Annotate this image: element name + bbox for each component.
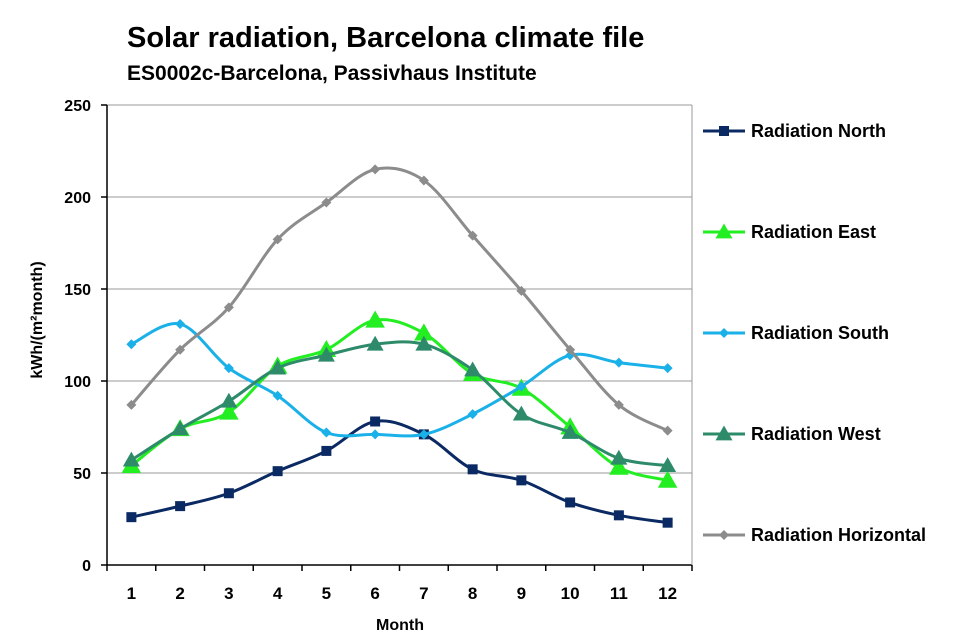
legend-label-radiation-east: Radiation East (751, 222, 876, 242)
chart-subtitle: ES0002c-Barcelona, Passivhaus Institute (127, 62, 537, 85)
data-point-radiation-horizontal (126, 399, 137, 410)
legend-marker-radiation-east (715, 223, 733, 239)
legend-label-radiation-north: Radiation North (751, 121, 886, 141)
x-tick-label: 10 (561, 584, 580, 603)
data-point-radiation-north (175, 501, 186, 512)
data-point-radiation-west (366, 335, 384, 351)
legend-marker-radiation-south (719, 328, 729, 338)
data-point-radiation-west (610, 449, 628, 465)
data-point-radiation-horizontal (223, 302, 234, 313)
data-point-radiation-north (126, 512, 137, 523)
x-tick-label: 9 (517, 584, 526, 603)
data-point-radiation-horizontal (613, 399, 624, 410)
data-point-radiation-north (565, 497, 576, 508)
data-point-radiation-south (613, 357, 624, 368)
data-point-radiation-north (321, 445, 332, 456)
data-point-radiation-north (662, 517, 673, 528)
y-tick-label: 0 (82, 558, 91, 575)
data-point-radiation-horizontal (418, 175, 429, 186)
data-point-radiation-horizontal (321, 197, 332, 208)
data-point-radiation-north (467, 464, 478, 475)
data-point-radiation-west (464, 361, 482, 377)
data-point-radiation-east (609, 457, 629, 475)
y-tick-label: 200 (64, 190, 91, 207)
y-tick-label: 100 (64, 374, 91, 391)
x-tick-label: 8 (468, 584, 477, 603)
data-point-radiation-south (516, 381, 527, 392)
x-tick-label: 2 (175, 584, 184, 603)
data-point-radiation-east (414, 323, 434, 341)
data-point-radiation-west (317, 346, 335, 362)
data-point-radiation-horizontal (370, 164, 381, 175)
x-axis-label: Month (376, 617, 424, 634)
chart-title: Solar radiation, Barcelona climate file (127, 22, 645, 54)
y-tick-label: 250 (64, 98, 91, 115)
data-point-radiation-west (561, 424, 579, 439)
data-point-radiation-west (512, 405, 530, 421)
data-point-radiation-horizontal (467, 230, 478, 241)
data-point-radiation-west (171, 420, 189, 436)
series-line-radiation-east (130, 318, 669, 482)
data-point-radiation-west (659, 457, 677, 473)
series-line-radiation-west (130, 340, 668, 468)
data-point-radiation-horizontal (565, 344, 576, 355)
data-point-radiation-north (272, 466, 283, 477)
data-point-radiation-east (365, 310, 385, 328)
x-tick-label: 11 (610, 584, 628, 603)
data-point-radiation-horizontal (662, 425, 673, 436)
x-tick-label: 12 (658, 584, 677, 603)
x-tick-label: 5 (322, 584, 331, 603)
data-point-radiation-north (613, 510, 624, 521)
data-point-radiation-south (126, 339, 137, 350)
data-point-radiation-south (662, 363, 673, 374)
data-point-radiation-south (418, 429, 429, 440)
legend-label-radiation-south: Radiation South (751, 323, 889, 343)
data-point-radiation-east (219, 402, 239, 420)
x-tick-label: 4 (273, 584, 283, 603)
data-point-radiation-horizontal (272, 234, 283, 245)
data-point-radiation-south (223, 363, 234, 374)
data-point-radiation-south (321, 427, 332, 438)
data-point-radiation-west (415, 335, 433, 351)
data-point-radiation-north (223, 488, 234, 499)
y-tick-label: 150 (64, 282, 91, 299)
data-point-radiation-west (269, 359, 287, 375)
data-point-radiation-south (272, 390, 283, 401)
x-tick-label: 7 (419, 584, 428, 603)
x-tick-label: 6 (370, 584, 379, 603)
series-line-radiation-horizontal (130, 166, 669, 433)
data-point-radiation-south (175, 318, 186, 329)
legend-label-radiation-horizontal: Radiation Horizontal (751, 525, 926, 545)
data-point-radiation-south (370, 429, 381, 440)
x-tick-label: 3 (224, 584, 233, 603)
x-tick-label: 1 (127, 584, 136, 603)
data-point-radiation-north (516, 475, 527, 486)
data-point-radiation-horizontal (175, 344, 186, 355)
legend-marker-radiation-north (719, 126, 729, 136)
y-tick-label: 50 (73, 466, 91, 483)
data-point-radiation-east (657, 470, 678, 488)
data-point-radiation-west (220, 392, 238, 408)
legend-marker-radiation-horizontal (719, 530, 729, 540)
data-point-radiation-south (467, 409, 478, 420)
data-point-radiation-west (122, 451, 140, 467)
legend-marker-radiation-west (715, 425, 733, 441)
legend-label-radiation-west: Radiation West (751, 424, 881, 444)
data-point-radiation-horizontal (516, 285, 527, 296)
data-point-radiation-north (370, 416, 381, 427)
